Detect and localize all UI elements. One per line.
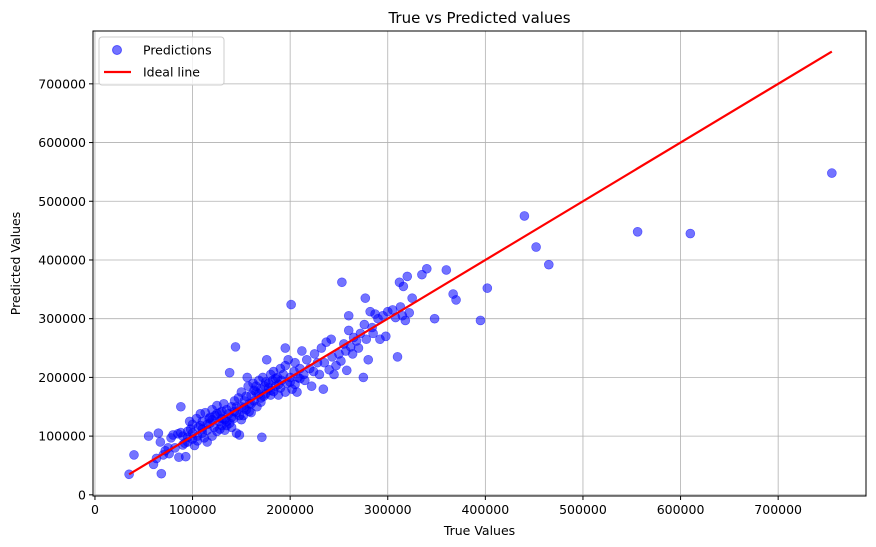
scatter-point [297,346,307,356]
scatter-point [531,242,541,252]
scatter-point [280,343,291,353]
scatter-point [155,437,166,447]
scatter-point [343,310,354,321]
scatter-point [286,299,296,310]
legend: Predictions Ideal line [98,36,225,86]
scatter-point [217,406,227,417]
scatter-point [353,343,364,353]
scatter-point [234,430,245,440]
scatter-point [358,372,369,383]
grid-lines [93,31,866,496]
scatter-point [404,308,415,318]
scatter-point [402,271,413,282]
scatter-point [632,226,643,237]
x-tick-label: 700000 [754,502,802,517]
y-axis-label: Predicted Values [8,212,23,316]
scatter-point [341,365,352,376]
scatter-point [241,391,252,401]
scatter-point [314,369,325,380]
scatter-points [124,168,837,480]
scatter-point [441,265,452,275]
scatter-point [301,354,312,365]
scatter-point [224,418,235,428]
scatter-point [205,412,215,423]
ideal-line [128,50,833,476]
y-tick-label: 400000 [38,252,86,267]
y-tick-label: 700000 [38,76,86,91]
scatter-point [309,349,320,359]
x-tick-label: 400000 [461,502,509,517]
scatter-point [543,259,554,270]
y-tick-label: 500000 [38,194,86,209]
scatter-point [295,373,305,384]
scatter-point [215,424,225,434]
plot-frame [92,30,867,497]
scatter-point [318,384,329,394]
scatter-point [400,315,411,326]
scatter-point [176,401,186,412]
scatter-point [319,357,330,368]
y-tick-label: 0 [78,487,86,502]
chart-title: True vs Predicted values [387,9,570,27]
scatter-point [482,283,493,293]
scatter-point [129,450,139,460]
scatter-point [156,468,167,479]
scatter-point [361,334,372,345]
scatter-point [363,354,374,365]
scatter-point [329,369,339,380]
scatter-point [347,349,358,359]
scatter-point [381,331,391,342]
scatter-point [326,334,336,345]
scatter-point [827,168,837,178]
axis-ticks: 0 100000 200000 300000 400000 500000 600000 700… [38,76,802,517]
scatter-point [234,410,245,421]
scatter-point [230,342,241,352]
scatter-point [398,281,409,292]
scatter-point [224,367,235,378]
legend-label-predictions: Predictions [143,43,212,58]
scatter-point [244,406,254,417]
y-tick-label: 600000 [38,135,86,150]
scatter-point [421,263,432,274]
x-tick-label: 200000 [266,502,314,517]
scatter-point [337,277,347,288]
scatter-point [192,436,203,446]
x-tick-label: 500000 [559,502,607,517]
scatter-point [519,211,530,221]
scatter-point [261,354,272,365]
scatter-point [343,325,354,336]
scatter-point [392,352,403,362]
scatter-point [407,293,417,303]
scatter-point [306,381,317,392]
scatter-point [451,295,461,305]
scatter-point [280,387,291,397]
ideal-line-layer [128,50,833,476]
scatter-point [177,431,188,441]
y-tick-label: 100000 [38,429,86,444]
scatter-point [153,428,164,438]
x-tick-label: 0 [91,502,99,517]
scatter-point [360,293,371,303]
legend-label-ideal-line: Ideal line [143,65,200,80]
scatter-point [685,228,696,239]
scatter-point [257,432,267,443]
y-tick-label: 300000 [38,311,86,326]
scatter-point [429,313,440,324]
y-tick-label: 200000 [38,370,86,385]
scatter-point [195,420,206,431]
scatter-point [336,356,346,366]
scatter-point [180,451,191,462]
x-axis-label: True Values [443,523,515,538]
scatter-point [475,315,486,326]
scatter-point [368,328,378,339]
x-tick-label: 600000 [657,502,705,517]
legend-marker-predictions [112,45,122,55]
x-tick-label: 100000 [169,502,217,517]
x-tick-label: 300000 [364,502,412,517]
scatter-point [143,431,154,441]
